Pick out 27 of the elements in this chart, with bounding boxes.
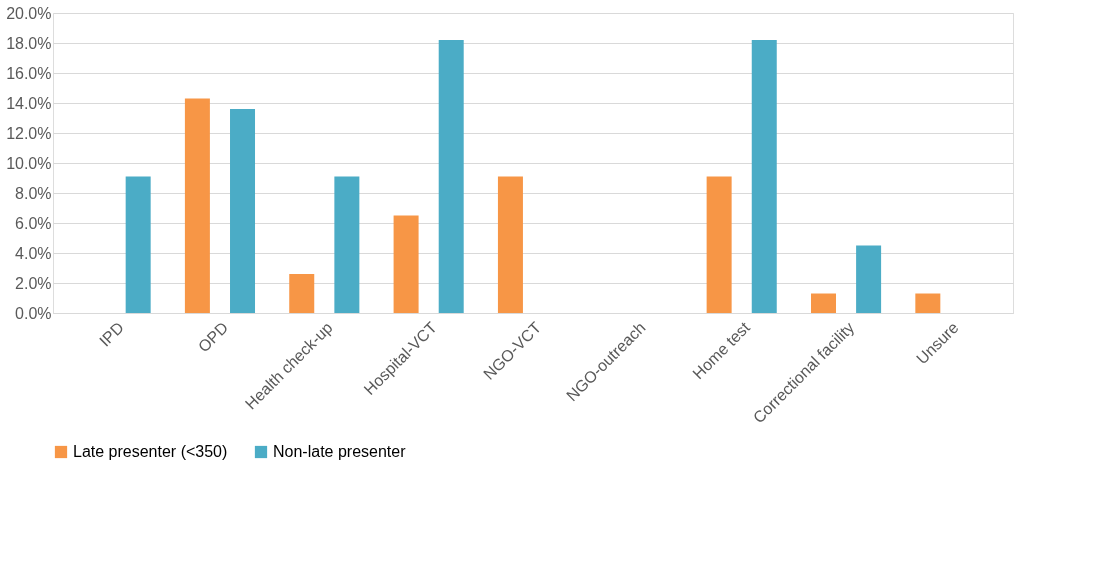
y-tick-label: 0.0%: [15, 304, 52, 322]
y-tick-label: 14.0%: [6, 94, 52, 112]
bar: [751, 40, 777, 313]
y-tick-label: 6.0%: [15, 214, 52, 232]
y-tick-label: 18.0%: [6, 34, 52, 52]
bar: [230, 109, 256, 313]
bar: [334, 176, 360, 313]
bar: [393, 215, 419, 313]
bar: [438, 40, 464, 313]
y-tick-label: 8.0%: [15, 184, 52, 202]
bar: [856, 245, 882, 313]
y-tick-label: 12.0%: [6, 124, 52, 142]
bar: [810, 293, 836, 313]
bar: [915, 293, 941, 313]
y-tick-label: 10.0%: [6, 154, 52, 172]
bar: [125, 176, 151, 313]
y-tick-label: 2.0%: [15, 274, 52, 292]
bar: [497, 176, 523, 313]
x-tick-label: IPD: [96, 318, 127, 350]
legend-label: Non-late presenter: [273, 443, 407, 460]
y-tick-label: 20.0%: [6, 4, 52, 22]
y-tick-label: 4.0%: [15, 244, 52, 262]
bar: [289, 274, 315, 313]
bar: [706, 176, 732, 313]
legend-label: Late presenter (<350): [73, 443, 228, 460]
y-tick-label: 16.0%: [6, 64, 52, 82]
bar: [184, 98, 210, 313]
